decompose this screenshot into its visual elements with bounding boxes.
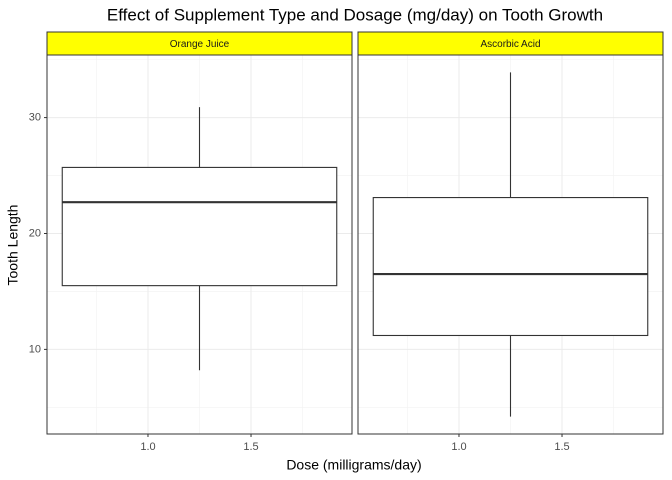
box	[61, 166, 338, 287]
y-axis-label: Tooth Length	[5, 205, 21, 286]
facet-label: Ascorbic Acid	[480, 39, 540, 50]
facet-strip	[357, 31, 664, 56]
y-tick-label: 20	[29, 227, 41, 239]
y-tick-label: 30	[29, 111, 41, 123]
facet-label: Orange Juice	[170, 39, 230, 50]
facet-strip	[46, 31, 353, 56]
y-tick-label: 10	[29, 343, 41, 355]
chart-title: Effect of Supplement Type and Dosage (mg…	[107, 5, 603, 24]
x-axis-label: Dose (milligrams/day)	[286, 457, 421, 473]
x-tick-label: 1.5	[243, 441, 258, 453]
x-tick-label: 1.0	[140, 441, 155, 453]
x-tick-label: 1.0	[451, 441, 466, 453]
box	[372, 197, 649, 337]
x-tick-label: 1.5	[554, 441, 569, 453]
